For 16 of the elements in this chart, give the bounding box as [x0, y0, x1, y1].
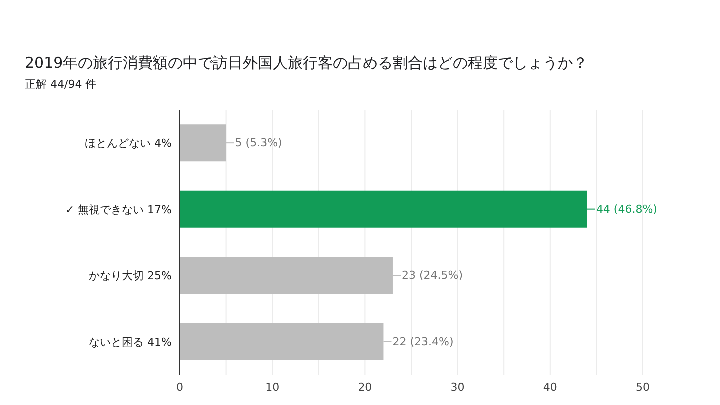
y-tick-label: ないと困る 41%: [89, 336, 172, 349]
y-tick-label: ✓ 無視できない 17%: [65, 203, 172, 216]
y-tick-label: ほとんどない 4%: [85, 137, 172, 150]
data-label: 5 (5.3%): [235, 136, 282, 150]
data-label: 23 (24.5%): [402, 269, 464, 282]
text: 正解 44/94 件: [24, 77, 98, 92]
data-label: 22 (23.4%): [392, 335, 454, 348]
x-tick-label: 30: [450, 380, 465, 394]
y-tick-label: かなり大切 25%: [89, 270, 172, 283]
x-tick-label: 10: [266, 380, 280, 394]
x-tick-label: 0: [176, 380, 184, 394]
x-tick-label: 50: [636, 380, 650, 394]
chart-title: 2019年の旅行消費額の中で訪日外国人旅行客の占める割合はどの程度でしょうか？: [24, 54, 590, 73]
x-tick-label: 40: [543, 380, 558, 394]
x-tick-label: 20: [358, 380, 372, 394]
data-label: 44 (46.8%): [596, 202, 658, 216]
